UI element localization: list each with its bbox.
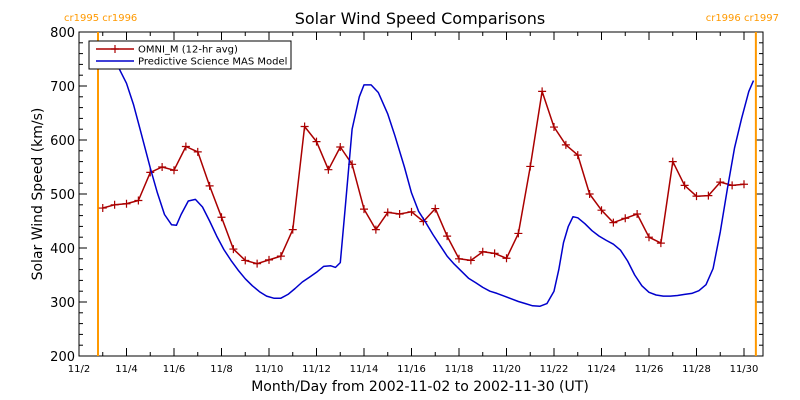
data-point [217,213,226,222]
data-point [158,163,167,171]
data-point [728,181,737,190]
y-tick-label: 200 [50,350,75,365]
x-tick-label: 11/4 [115,364,137,375]
data-point [478,247,487,256]
data-point [680,181,689,190]
x-tick-label: 11/18 [445,364,474,375]
y-tick-label: 700 [50,80,75,95]
data-point [229,245,238,254]
chart-title: Solar Wind Speed Comparisons [295,9,546,28]
data-point [170,166,178,175]
legend-box [88,40,292,70]
data-point [253,259,262,268]
data-point [395,209,404,218]
data-point [585,190,594,198]
y-tick-label: 500 [50,188,75,203]
data-point [621,214,630,223]
x-tick-label: 11/6 [163,364,185,375]
x-tick-label: 11/16 [397,364,426,375]
x-tick-label: 11/8 [210,364,232,375]
x-tick-label: 11/30 [730,364,759,375]
data-point [241,256,250,265]
data-point [526,162,535,171]
data-point [550,123,558,132]
data-point [324,165,333,174]
data-point [716,178,725,187]
x-tick-label: 11/14 [350,364,379,375]
series-layer [97,59,755,308]
x-tick-label: 11/22 [540,364,569,375]
data-point [633,209,642,218]
series-line-1 [97,59,755,308]
x-axis-title: Month/Day from 2002-11-02 to 2002-11-30 … [251,379,589,395]
legend: OMNI_M (12-hr avg)Predictive Science MAS… [88,40,292,70]
data-point [110,200,119,209]
data-point [609,218,618,227]
x-tick-label: 11/24 [587,364,616,375]
rotation-marker-label: cr1996 cr1997 [706,13,779,24]
x-tick-label: 11/2 [68,364,90,375]
data-point [265,255,273,264]
x-tick-label: 11/28 [682,364,711,375]
y-tick-label: 800 [50,26,75,41]
data-point [371,225,380,234]
data-point [134,196,143,205]
data-point [276,252,285,261]
legend-marker [111,45,119,53]
data-point [466,256,475,265]
x-axis: 11/2 11/4 11/6 11/8 11/10 11/12 11/14 11/16 11/1… [68,32,759,375]
x-tick-label: 11/10 [255,364,284,375]
y-tick-label: 600 [50,134,75,149]
data-point [205,181,214,190]
data-point [656,239,665,248]
y-axis: 200 300 400 500 600 700 800 [50,26,763,365]
data-point [692,192,701,201]
x-tick-label: 11/26 [635,364,664,375]
data-point [704,191,713,200]
data-point [288,225,297,234]
y-axis-title: Solar Wind Speed (km/s) [30,108,46,281]
data-point [181,142,190,151]
legend-label: Predictive Science MAS Model [138,57,287,68]
series-line-0 [102,90,745,265]
data-point [538,87,547,96]
data-point [573,151,582,160]
y-tick-label: 400 [50,242,75,257]
data-point [383,208,392,217]
plot-frame [78,31,764,357]
data-point [312,137,321,146]
x-tick-label: 11/12 [302,364,331,375]
data-point [668,157,677,166]
data-point [300,122,309,131]
rotation-markers: cr1995 cr1996 cr1996 cr1997 [64,13,779,356]
legend-label: OMNI_M (12-hr avg) [138,45,238,56]
rotation-marker-label: cr1995 cr1996 [64,13,137,24]
data-point [360,205,368,214]
data-point [502,254,511,263]
data-point [193,147,202,156]
data-point [645,233,653,242]
data-point [336,143,345,152]
data-point [122,199,131,208]
data-point [597,206,606,215]
x-tick-label: 11/20 [492,364,521,375]
data-point [98,204,107,213]
data-point [490,249,499,258]
data-point [561,140,570,149]
y-tick-label: 300 [50,296,75,311]
data-point [740,180,748,189]
data-point [407,207,416,216]
data-point [455,254,463,263]
data-point [514,229,523,238]
data-point [431,204,440,213]
data-point [443,232,452,241]
